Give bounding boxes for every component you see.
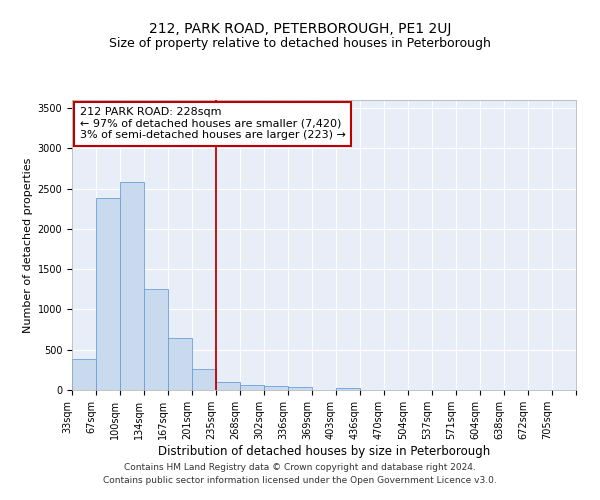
Bar [192,369,216,390]
Bar [168,338,192,390]
Text: 212, PARK ROAD, PETERBOROUGH, PE1 2UJ: 212, PARK ROAD, PETERBOROUGH, PE1 2UJ [149,22,451,36]
Bar [288,387,312,390]
Text: Contains HM Land Registry data © Crown copyright and database right 2024.: Contains HM Land Registry data © Crown c… [124,464,476,472]
Text: Contains public sector information licensed under the Open Government Licence v3: Contains public sector information licen… [103,476,497,485]
Y-axis label: Number of detached properties: Number of detached properties [23,158,34,332]
Text: 212 PARK ROAD: 228sqm
← 97% of detached houses are smaller (7,420)
3% of semi-de: 212 PARK ROAD: 228sqm ← 97% of detached … [80,108,346,140]
Bar [264,386,288,390]
Bar [216,382,240,390]
Bar [336,388,360,390]
Bar [240,385,264,390]
Bar [144,290,168,390]
Bar [96,198,120,390]
Bar [120,182,144,390]
X-axis label: Distribution of detached houses by size in Peterborough: Distribution of detached houses by size … [158,444,490,458]
Text: Size of property relative to detached houses in Peterborough: Size of property relative to detached ho… [109,38,491,51]
Bar [72,360,96,390]
